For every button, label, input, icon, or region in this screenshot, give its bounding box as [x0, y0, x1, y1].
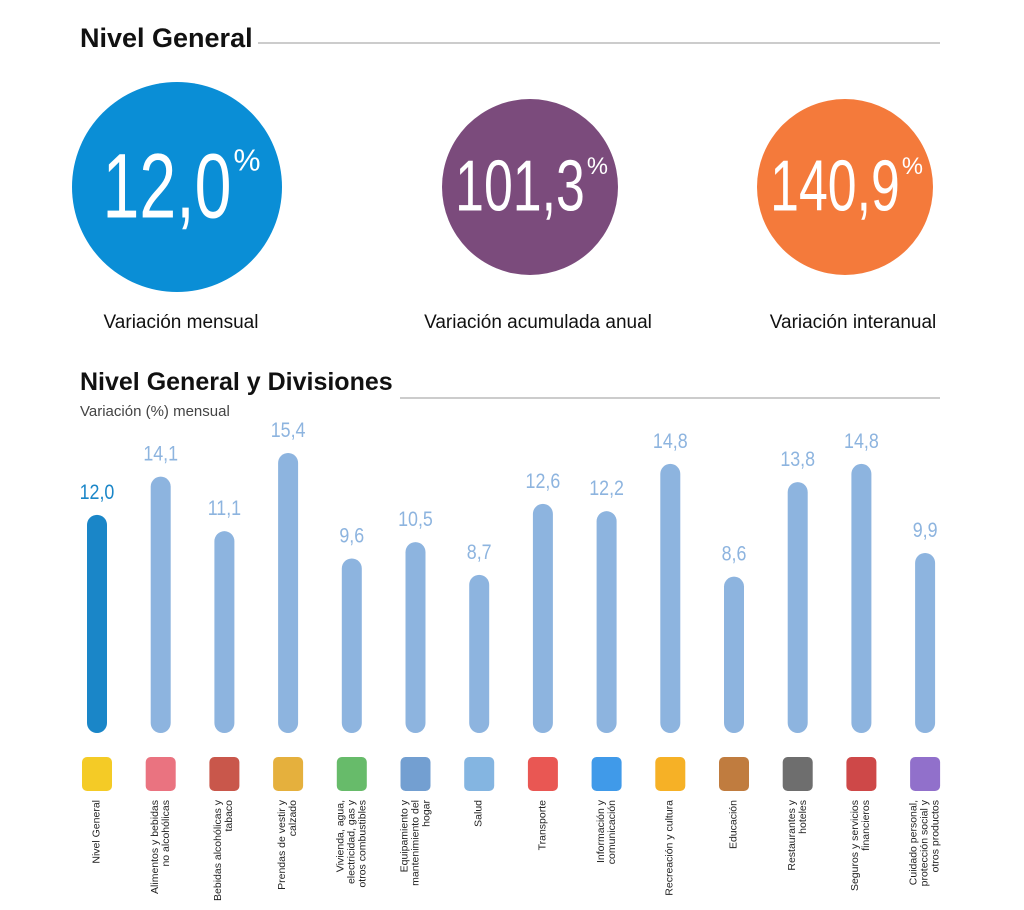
icon	[400, 757, 431, 791]
kpi-caption: Variación interanual	[770, 312, 937, 333]
value-label: 14,8	[844, 430, 879, 454]
value-label: 11,1	[208, 497, 241, 521]
x-tick-label: Alimentos y bebidas no alcohólicas	[148, 800, 172, 894]
bar	[150, 476, 171, 733]
chart-title: Nivel General y Divisiones	[80, 368, 393, 396]
x-tick-label: Educación	[727, 800, 740, 850]
x-tick-label: Bebidas alcohólicas y tabaco	[212, 800, 236, 901]
x-tick-label: Recreación y cultura	[663, 800, 676, 896]
value-label: 12,0	[80, 480, 115, 504]
kpi-circle	[757, 99, 933, 275]
chart-subtitle: Variación (%) mensual	[80, 403, 230, 420]
icon	[527, 757, 558, 791]
icon	[719, 757, 749, 791]
x-tick-label: Restaurantes y hoteles	[785, 800, 809, 871]
kpi-caption: Variación acumulada anual	[424, 312, 652, 333]
icon	[846, 757, 877, 791]
kpi-circle	[442, 99, 618, 275]
value-label: 10,5	[398, 508, 433, 532]
icon	[782, 757, 813, 791]
kpi-value: 101,3	[455, 146, 585, 226]
value-label: 9,6	[339, 524, 364, 548]
bar	[87, 514, 107, 733]
x-tick-label: Información y comunicación	[594, 800, 618, 865]
x-tick-label: Nivel General	[90, 800, 103, 864]
bar	[278, 453, 299, 733]
icon	[591, 757, 622, 791]
kpi-circle	[72, 82, 282, 292]
x-tick-label: Seguros y servicios financieros	[849, 800, 873, 892]
value-label: 14,8	[653, 430, 688, 454]
bar	[787, 482, 808, 733]
value-label: 12,2	[589, 477, 624, 501]
icon	[655, 757, 686, 791]
bar	[724, 576, 744, 733]
x-tick-label: Transporte	[536, 800, 549, 851]
bar	[660, 463, 681, 733]
bar	[214, 531, 235, 733]
bar	[915, 553, 936, 733]
icon	[336, 757, 367, 791]
bar	[596, 511, 617, 733]
value-label: 14,1	[143, 442, 178, 466]
x-tick-label: Salud	[472, 800, 485, 827]
value-label: 15,4	[271, 419, 306, 443]
kpi-unit: %	[233, 144, 260, 177]
kpi-unit: %	[902, 153, 923, 180]
value-label: 12,6	[526, 470, 561, 494]
x-tick-label: Vivienda, agua, electricidad, gas y otro…	[334, 800, 369, 888]
kpi-value: 140,9	[770, 146, 900, 226]
icon	[145, 757, 176, 791]
kpi-unit: %	[587, 153, 608, 180]
x-tick-label: Prendas de vestir y calzado	[276, 800, 300, 890]
section-title: Nivel General	[80, 23, 253, 53]
bar	[341, 558, 362, 733]
value-label: 8,7	[467, 540, 492, 564]
icon	[209, 757, 240, 791]
value-label: 13,8	[780, 448, 815, 472]
bar	[469, 574, 490, 733]
value-label: 9,9	[913, 519, 938, 543]
bar	[532, 503, 553, 733]
value-label: 8,6	[722, 542, 747, 566]
kpi-value: 12,0	[103, 134, 232, 237]
x-tick-label: Equipamiento y mantenimiento del hogar	[398, 800, 432, 886]
kpi-caption: Variación mensual	[104, 312, 259, 333]
icon	[273, 757, 304, 791]
icon	[464, 757, 495, 791]
bar	[851, 463, 872, 733]
icon	[910, 757, 941, 791]
x-tick-label: Cuidado personal, protección social y ot…	[907, 800, 942, 887]
icon	[82, 757, 112, 791]
bar	[405, 542, 426, 733]
